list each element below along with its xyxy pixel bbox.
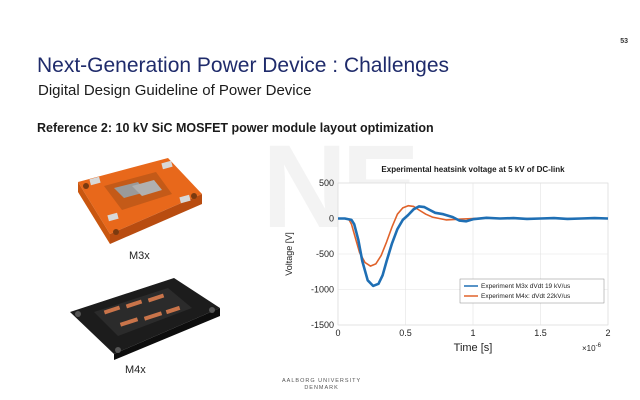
x-tick-labels: 0 0.5 1 1.5 2 bbox=[335, 328, 610, 338]
m4x-module-image bbox=[70, 278, 220, 360]
x-tick-label: 0.5 bbox=[399, 328, 412, 338]
series-lines bbox=[338, 204, 609, 288]
legend-entry-m4x: Experiment M4x: dVdt 22kV/us bbox=[481, 293, 571, 300]
m3x-module-image bbox=[78, 158, 202, 244]
x-tick-label: 0 bbox=[335, 328, 340, 338]
chart-legend: Experiment M3x dVdt 19 kV/us Experiment … bbox=[459, 278, 605, 304]
m3x-caption: M3x bbox=[129, 250, 150, 262]
y-tick-label: 500 bbox=[319, 178, 334, 188]
y-tick-labels: 500 0 -500 -1000 -1500 bbox=[311, 178, 334, 330]
chart-title: Experimental heatsink voltage at 5 kV of… bbox=[381, 165, 565, 174]
heatsink-voltage-chart: Experimental heatsink voltage at 5 kV of… bbox=[284, 165, 611, 354]
slide-subtitle: Digital Design Guideline of Power Device bbox=[38, 82, 312, 99]
y-tick-label: -1500 bbox=[311, 320, 334, 330]
x-axis-label: Time [s] bbox=[454, 342, 493, 354]
legend-entry-m3x: Experiment M3x dVdt 19 kV/us bbox=[481, 283, 571, 290]
y-tick-label: -1000 bbox=[311, 285, 334, 295]
footer-logo: AALBORG UNIVERSITY DENMARK bbox=[282, 378, 361, 392]
slide-title: Next-Generation Power Device : Challenge… bbox=[37, 54, 450, 77]
x-tick-label: 2 bbox=[605, 328, 610, 338]
x-multiplier-label: ×10-6 bbox=[582, 343, 602, 353]
footer-country: DENMARK bbox=[304, 385, 339, 391]
y-tick-label: 0 bbox=[329, 214, 334, 224]
x-tick-label: 1.5 bbox=[534, 328, 547, 338]
reference-heading: Reference 2: 10 kV SiC MOSFET power modu… bbox=[37, 121, 434, 135]
series-line-m3x bbox=[338, 205, 609, 288]
x-tick-label: 1 bbox=[470, 328, 475, 338]
y-tick-label: -500 bbox=[316, 249, 334, 259]
y-axis-label: Voltage [V] bbox=[284, 232, 294, 276]
footer-university: AALBORG UNIVERSITY bbox=[282, 378, 362, 384]
page-number: 53 bbox=[620, 38, 628, 45]
m4x-caption: M4x bbox=[125, 364, 146, 376]
